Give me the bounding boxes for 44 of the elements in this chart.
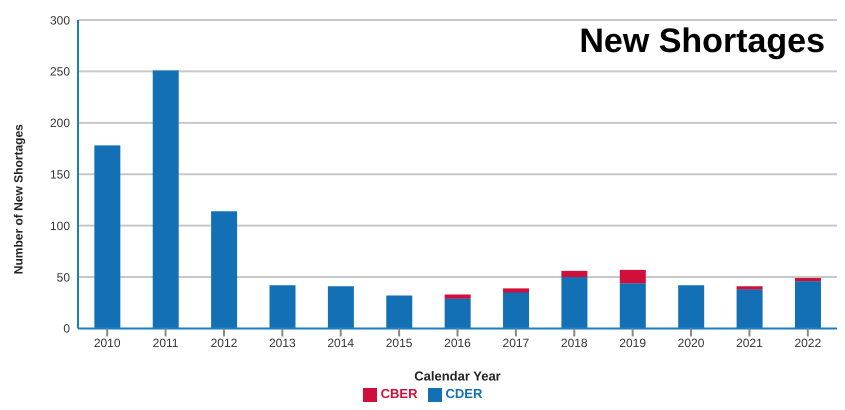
x-tick-label: 2013 <box>268 336 296 350</box>
bar <box>561 270 588 278</box>
y-axis-title: Number of New Shortages <box>11 124 26 274</box>
bar <box>736 289 763 328</box>
y-tick-label: 100 <box>50 218 70 233</box>
bar <box>678 285 704 328</box>
y-tick-label: 200 <box>50 116 70 130</box>
y-tick-label: 50 <box>56 270 70 284</box>
legend-label: CDER <box>446 386 482 402</box>
x-tick-label: 2011 <box>152 336 179 350</box>
bar <box>386 296 412 328</box>
x-tick-label: 2015 <box>386 336 413 350</box>
x-tick-label: 2021 <box>736 336 764 350</box>
bar <box>503 292 530 328</box>
chart-title: New Shortages <box>579 22 825 61</box>
x-tick-label: 2019 <box>619 336 646 350</box>
bar <box>444 294 471 299</box>
bar <box>794 278 821 282</box>
x-axis-title: Calendar Year <box>414 368 501 384</box>
bar <box>620 283 646 328</box>
x-tick-label: 2018 <box>560 336 588 350</box>
bar <box>736 286 763 290</box>
x-tick-label: 2022 <box>794 336 822 350</box>
y-tick-label: 150 <box>50 167 70 182</box>
bar <box>503 288 530 292</box>
bar <box>270 285 296 328</box>
y-tick-label: 300 <box>50 13 70 28</box>
bar <box>211 211 238 328</box>
legend-label: CBER <box>380 386 418 402</box>
bar <box>444 298 471 328</box>
bar <box>152 70 179 328</box>
bar <box>620 270 646 284</box>
x-tick-label: 2016 <box>444 336 472 350</box>
y-tick-label: 250 <box>50 64 70 79</box>
bar <box>561 277 588 328</box>
x-tick-label: 2020 <box>678 336 705 350</box>
x-tick-label: 2017 <box>502 336 530 350</box>
bar <box>94 145 120 328</box>
x-tick-label: 2010 <box>94 336 121 350</box>
bar <box>328 286 354 328</box>
y-tick-label: 0 <box>63 322 70 336</box>
x-tick-label: 2012 <box>210 336 238 350</box>
x-tick-label: 2014 <box>327 336 354 350</box>
bar <box>794 281 821 328</box>
